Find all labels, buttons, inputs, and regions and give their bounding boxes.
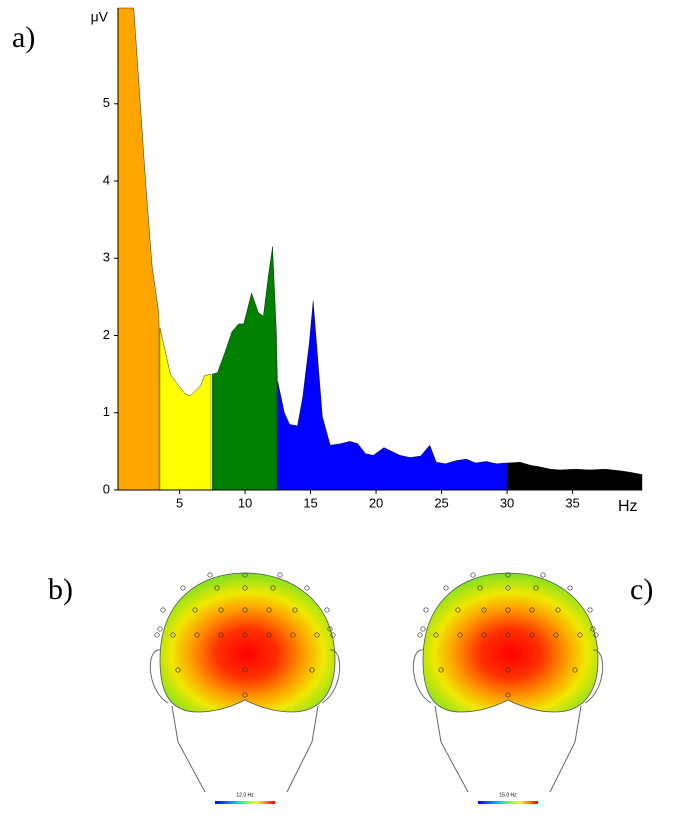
band-connector [158, 312, 160, 490]
electrode [443, 585, 449, 591]
electrode [417, 632, 423, 638]
electrode [154, 632, 160, 638]
plot-area [117, 7, 643, 491]
electrode [270, 585, 276, 591]
electrode [218, 607, 224, 613]
electrode [314, 632, 320, 638]
electrode [292, 607, 298, 613]
band-connector [276, 335, 278, 490]
electrode [553, 632, 559, 638]
y-tick-label: 0 [103, 481, 110, 496]
electrode [540, 572, 546, 578]
electrode [455, 607, 461, 613]
electrode [242, 585, 248, 591]
electrode [457, 632, 463, 638]
electrode [175, 667, 181, 673]
panel-label: a) [12, 21, 35, 54]
y-axis-label: μV [91, 9, 109, 25]
electrode [438, 667, 444, 673]
electrode [555, 607, 561, 613]
electrode [214, 585, 220, 591]
band-connector [211, 374, 213, 490]
band-area [506, 461, 643, 491]
electrode [218, 632, 224, 638]
electrode [327, 626, 333, 632]
electrode [567, 585, 573, 591]
topomap-caption: 12.0 Hz [236, 792, 254, 798]
topomap-caption: 15.0 Hz [499, 792, 517, 798]
electrode [593, 632, 599, 638]
y-tick-label: 5 [103, 95, 110, 110]
band-area [212, 246, 277, 491]
electrode [160, 607, 166, 613]
electrode [477, 585, 483, 591]
electrode [577, 632, 583, 638]
electrode [587, 607, 593, 613]
x-tick-label: 25 [434, 495, 448, 510]
electrode [505, 632, 511, 638]
x-tick-label: 20 [369, 495, 383, 510]
electrode [309, 667, 315, 673]
electrode [304, 585, 310, 591]
electrode [180, 585, 186, 591]
electrode [242, 692, 248, 698]
electrode [192, 607, 198, 613]
electrode [266, 632, 272, 638]
electrode [207, 572, 213, 578]
electrode [470, 572, 476, 578]
electrode [572, 667, 578, 673]
y-tick-label: 1 [103, 404, 110, 419]
electrode [157, 626, 163, 632]
electrode [170, 632, 176, 638]
electrode [505, 692, 511, 698]
x-tick-label: 35 [565, 495, 579, 510]
electrode [324, 607, 330, 613]
x-axis-label: Hz [618, 498, 638, 515]
panel-label: c) [630, 573, 653, 606]
band-connector [505, 462, 508, 490]
y-tick-label: 4 [103, 172, 110, 187]
electrode [242, 632, 248, 638]
band-area [277, 300, 506, 491]
electrode [590, 626, 596, 632]
electrode [242, 607, 248, 613]
x-tick-label: 30 [500, 495, 514, 510]
y-tick-label: 3 [103, 250, 110, 265]
electrode [505, 572, 511, 578]
electrode [330, 632, 336, 638]
electrode [242, 667, 248, 673]
electrode [481, 632, 487, 638]
y-tick-label: 2 [103, 327, 110, 342]
electrode [533, 585, 539, 591]
x-tick-label: 15 [303, 495, 317, 510]
electrode [242, 572, 248, 578]
electrode [529, 607, 535, 613]
electrode [420, 626, 426, 632]
electrode [529, 632, 535, 638]
band-area [117, 7, 159, 491]
x-tick-label: 10 [238, 495, 252, 510]
x-tick-label: 5 [176, 495, 183, 510]
band-area [159, 327, 212, 491]
electrode [277, 572, 283, 578]
electrode [194, 632, 200, 638]
electrode [505, 607, 511, 613]
electrode [505, 667, 511, 673]
electrode [423, 607, 429, 613]
panel-label: b) [48, 573, 73, 606]
electrode [290, 632, 296, 638]
electrode [266, 607, 272, 613]
electrode [505, 585, 511, 591]
electrode [433, 632, 439, 638]
electrode [481, 607, 487, 613]
